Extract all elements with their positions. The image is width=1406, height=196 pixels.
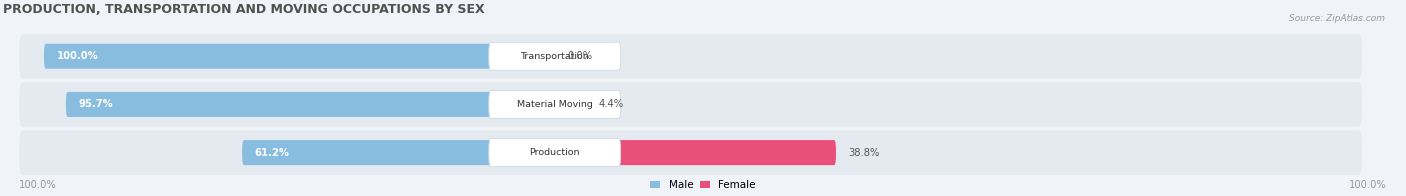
Text: Material Moving: Material Moving: [517, 100, 593, 109]
FancyBboxPatch shape: [44, 44, 555, 69]
Text: 4.4%: 4.4%: [599, 99, 624, 109]
FancyBboxPatch shape: [555, 92, 586, 117]
Legend: Male, Female: Male, Female: [645, 176, 761, 194]
Text: 100.0%: 100.0%: [1348, 180, 1386, 190]
FancyBboxPatch shape: [489, 90, 620, 118]
FancyBboxPatch shape: [20, 82, 1362, 127]
FancyBboxPatch shape: [20, 131, 1362, 175]
Text: Production: Production: [530, 148, 579, 157]
Text: 0.0%: 0.0%: [567, 51, 592, 61]
Text: PRODUCTION, TRANSPORTATION AND MOVING OCCUPATIONS BY SEX: PRODUCTION, TRANSPORTATION AND MOVING OC…: [3, 3, 485, 16]
Text: Transportation: Transportation: [520, 52, 589, 61]
FancyBboxPatch shape: [66, 92, 555, 117]
FancyBboxPatch shape: [489, 42, 620, 70]
FancyBboxPatch shape: [20, 34, 1362, 78]
Text: 100.0%: 100.0%: [56, 51, 98, 61]
Text: 100.0%: 100.0%: [20, 180, 58, 190]
FancyBboxPatch shape: [555, 140, 837, 165]
FancyBboxPatch shape: [242, 140, 555, 165]
Text: 38.8%: 38.8%: [848, 148, 880, 158]
Text: 61.2%: 61.2%: [254, 148, 290, 158]
FancyBboxPatch shape: [489, 139, 620, 167]
Text: Source: ZipAtlas.com: Source: ZipAtlas.com: [1289, 14, 1385, 23]
Text: 95.7%: 95.7%: [79, 99, 112, 109]
